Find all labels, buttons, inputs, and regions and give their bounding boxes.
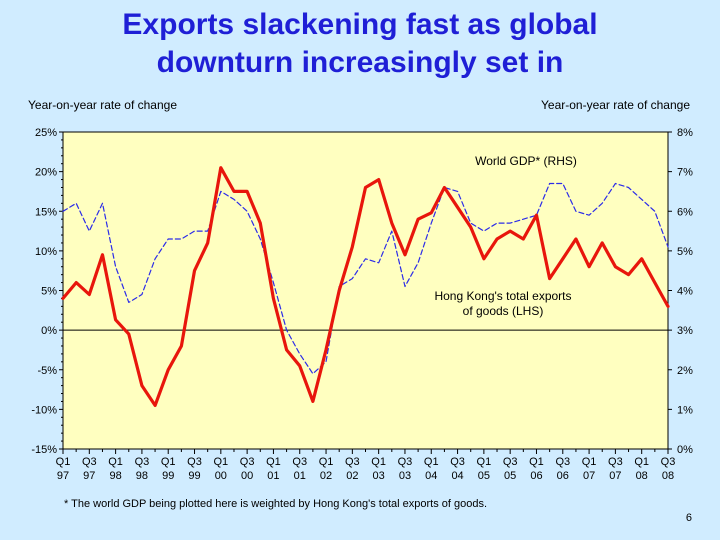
series-layer xyxy=(61,166,670,407)
x-axis-ticks: Q1 97 Q3 97 Q1 98 Q3 98 Q1 99 Q3 99 Q1 00 Q3 00 Q1 01 Q3 01… xyxy=(56,449,676,482)
page-number: 6 xyxy=(685,512,692,524)
hk-exports-line xyxy=(61,166,670,407)
x-tick-quarter: Q3 xyxy=(555,456,570,468)
left-axis-ticks: 25% 20% 15% 10% 5% 0% -5% -10% -15% xyxy=(31,127,63,456)
x-tick-quarter: Q3 xyxy=(187,456,202,468)
x-tick-quarter: Q1 xyxy=(213,456,228,468)
x-tick-year: 03 xyxy=(399,470,411,482)
world-gdp-line xyxy=(62,182,669,375)
x-tick-quarter: Q3 xyxy=(292,456,307,468)
x-tick-quarter: Q1 xyxy=(371,456,386,468)
x-tick-quarter: Q1 xyxy=(634,456,649,468)
right-tick-label: 6% xyxy=(677,206,693,218)
right-tick-label: 8% xyxy=(677,127,693,139)
left-tick-label: -10% xyxy=(31,404,57,416)
x-tick-year: 97 xyxy=(83,470,95,482)
x-tick-year: 01 xyxy=(294,470,306,482)
x-tick-quarter: Q1 xyxy=(108,456,123,468)
title-line-1: Exports slackening fast as global xyxy=(122,8,598,41)
left-tick-label: 10% xyxy=(35,246,57,258)
x-tick-year: 08 xyxy=(662,470,674,482)
x-tick-quarter: Q1 xyxy=(424,456,439,468)
x-tick-year: 98 xyxy=(136,470,148,482)
x-tick-year: 06 xyxy=(557,470,569,482)
hk-exports-label: Hong Kong's total exports xyxy=(434,289,571,303)
right-axis-ticks: 8% 7% 6% 5% 4% 3% 2% 1% 0% xyxy=(668,127,693,456)
x-tick-quarter: Q1 xyxy=(319,456,334,468)
x-tick-year: 07 xyxy=(609,470,621,482)
x-tick-year: 00 xyxy=(215,470,227,482)
x-tick-year: 00 xyxy=(241,470,253,482)
x-tick-year: 01 xyxy=(267,470,279,482)
left-tick-label: -5% xyxy=(37,365,57,377)
right-tick-label: 2% xyxy=(677,365,693,377)
x-tick-year: 05 xyxy=(478,470,490,482)
right-tick-label: 5% xyxy=(677,246,693,258)
x-tick-quarter: Q3 xyxy=(661,456,676,468)
x-tick-year: 97 xyxy=(57,470,69,482)
x-tick-year: 02 xyxy=(346,470,358,482)
left-tick-label: 5% xyxy=(41,286,57,298)
x-tick-quarter: Q3 xyxy=(450,456,465,468)
x-tick-quarter: Q3 xyxy=(503,456,518,468)
x-tick-quarter: Q3 xyxy=(608,456,623,468)
x-tick-quarter: Q3 xyxy=(398,456,413,468)
chart-title: Exports slackening fast as global downtu… xyxy=(0,6,720,82)
right-tick-label: 7% xyxy=(677,167,693,179)
x-tick-quarter: Q3 xyxy=(135,456,150,468)
right-tick-label: 1% xyxy=(677,404,693,416)
x-tick-quarter: Q3 xyxy=(82,456,97,468)
right-tick-label: 0% xyxy=(677,444,693,456)
title-line-2: downturn increasingly set in xyxy=(156,46,564,79)
x-tick-year: 98 xyxy=(109,470,121,482)
x-tick-year: 08 xyxy=(636,470,648,482)
world-gdp-label: World GDP* (RHS) xyxy=(475,154,577,168)
left-tick-label: 20% xyxy=(35,167,57,179)
footnote: * The world GDP being plotted here is we… xyxy=(64,498,488,510)
x-tick-quarter: Q3 xyxy=(345,456,360,468)
right-tick-label: 4% xyxy=(677,286,693,298)
x-tick-quarter: Q1 xyxy=(266,456,281,468)
right-tick-label: 3% xyxy=(677,325,693,337)
x-tick-quarter: Q1 xyxy=(161,456,176,468)
x-tick-year: 06 xyxy=(530,470,542,482)
x-tick-year: 02 xyxy=(320,470,332,482)
x-tick-year: 03 xyxy=(373,470,385,482)
x-tick-year: 04 xyxy=(451,470,463,482)
x-tick-year: 04 xyxy=(425,470,437,482)
x-tick-quarter: Q1 xyxy=(477,456,492,468)
left-tick-label: -15% xyxy=(31,444,57,456)
left-tick-label: 25% xyxy=(35,127,57,139)
x-tick-year: 05 xyxy=(504,470,516,482)
x-tick-quarter: Q1 xyxy=(56,456,71,468)
x-tick-quarter: Q1 xyxy=(529,456,544,468)
x-tick-quarter: Q3 xyxy=(240,456,255,468)
x-tick-year: 99 xyxy=(162,470,174,482)
left-axis-title: Year-on-year rate of change xyxy=(28,98,177,112)
x-tick-quarter: Q1 xyxy=(582,456,597,468)
x-tick-year: 99 xyxy=(188,470,200,482)
left-tick-label: 0% xyxy=(41,325,57,337)
left-tick-label: 15% xyxy=(35,206,57,218)
right-axis-title: Year-on-year rate of change xyxy=(541,98,690,112)
hk-exports-label: of goods (LHS) xyxy=(463,304,544,318)
x-tick-year: 07 xyxy=(583,470,595,482)
